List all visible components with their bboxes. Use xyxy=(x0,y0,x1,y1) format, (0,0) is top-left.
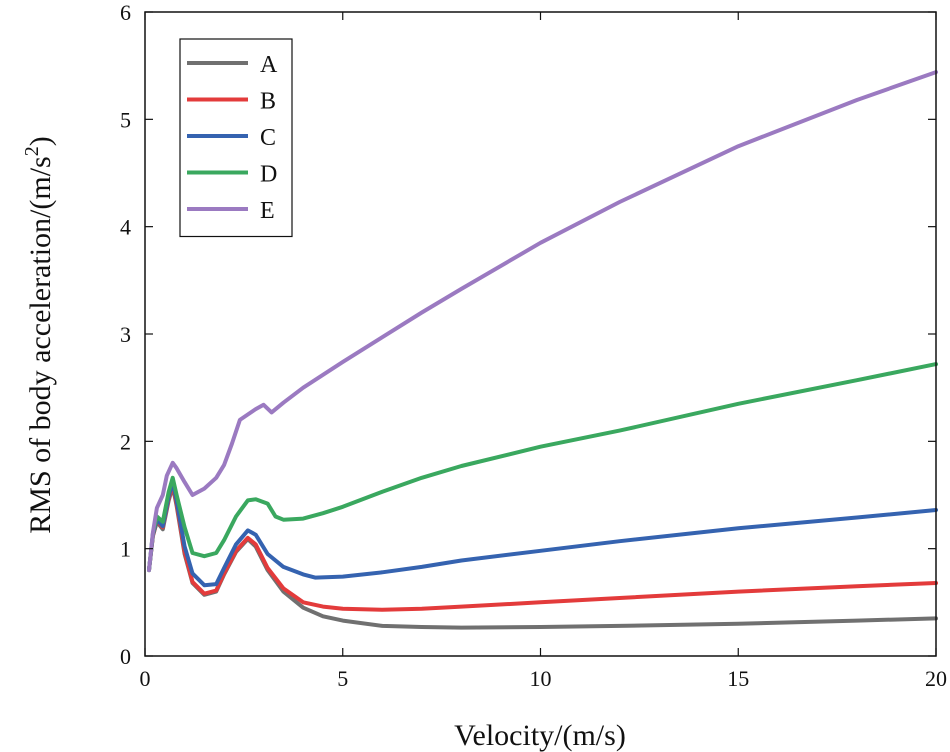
y-tick-label: 6 xyxy=(120,0,131,25)
legend-label-A: A xyxy=(260,52,278,78)
series-line-A xyxy=(147,484,938,630)
x-tick-label: 15 xyxy=(727,666,749,691)
y-tick-label: 1 xyxy=(120,537,131,562)
legend-label-B: B xyxy=(260,89,276,115)
series-layer xyxy=(147,70,938,630)
x-tick-label: 20 xyxy=(925,666,947,691)
y-tick-label: 4 xyxy=(120,215,131,240)
series-line-D xyxy=(147,362,938,573)
x-axis-ticks: 0 5 10 15 20 xyxy=(140,12,947,691)
x-axis-label: Velocity/(m/s) xyxy=(454,719,626,752)
series-line-E xyxy=(147,70,938,573)
legend-label-D: D xyxy=(260,162,277,188)
legend-label-E: E xyxy=(260,198,275,224)
x-tick-label: 10 xyxy=(530,666,552,691)
y-tick-label: 2 xyxy=(120,429,131,454)
legend-label-C: C xyxy=(260,125,276,151)
y-tick-label: 0 xyxy=(120,644,131,669)
y-tick-label: 5 xyxy=(120,107,131,132)
x-tick-label: 5 xyxy=(337,666,348,691)
y-axis-ticks: 0 1 2 3 4 5 6 xyxy=(120,0,936,669)
y-tick-label: 3 xyxy=(120,322,131,347)
y-axis-label: RMS of body acceleration/(m/s2) xyxy=(21,136,57,533)
x-tick-label: 0 xyxy=(140,666,151,691)
